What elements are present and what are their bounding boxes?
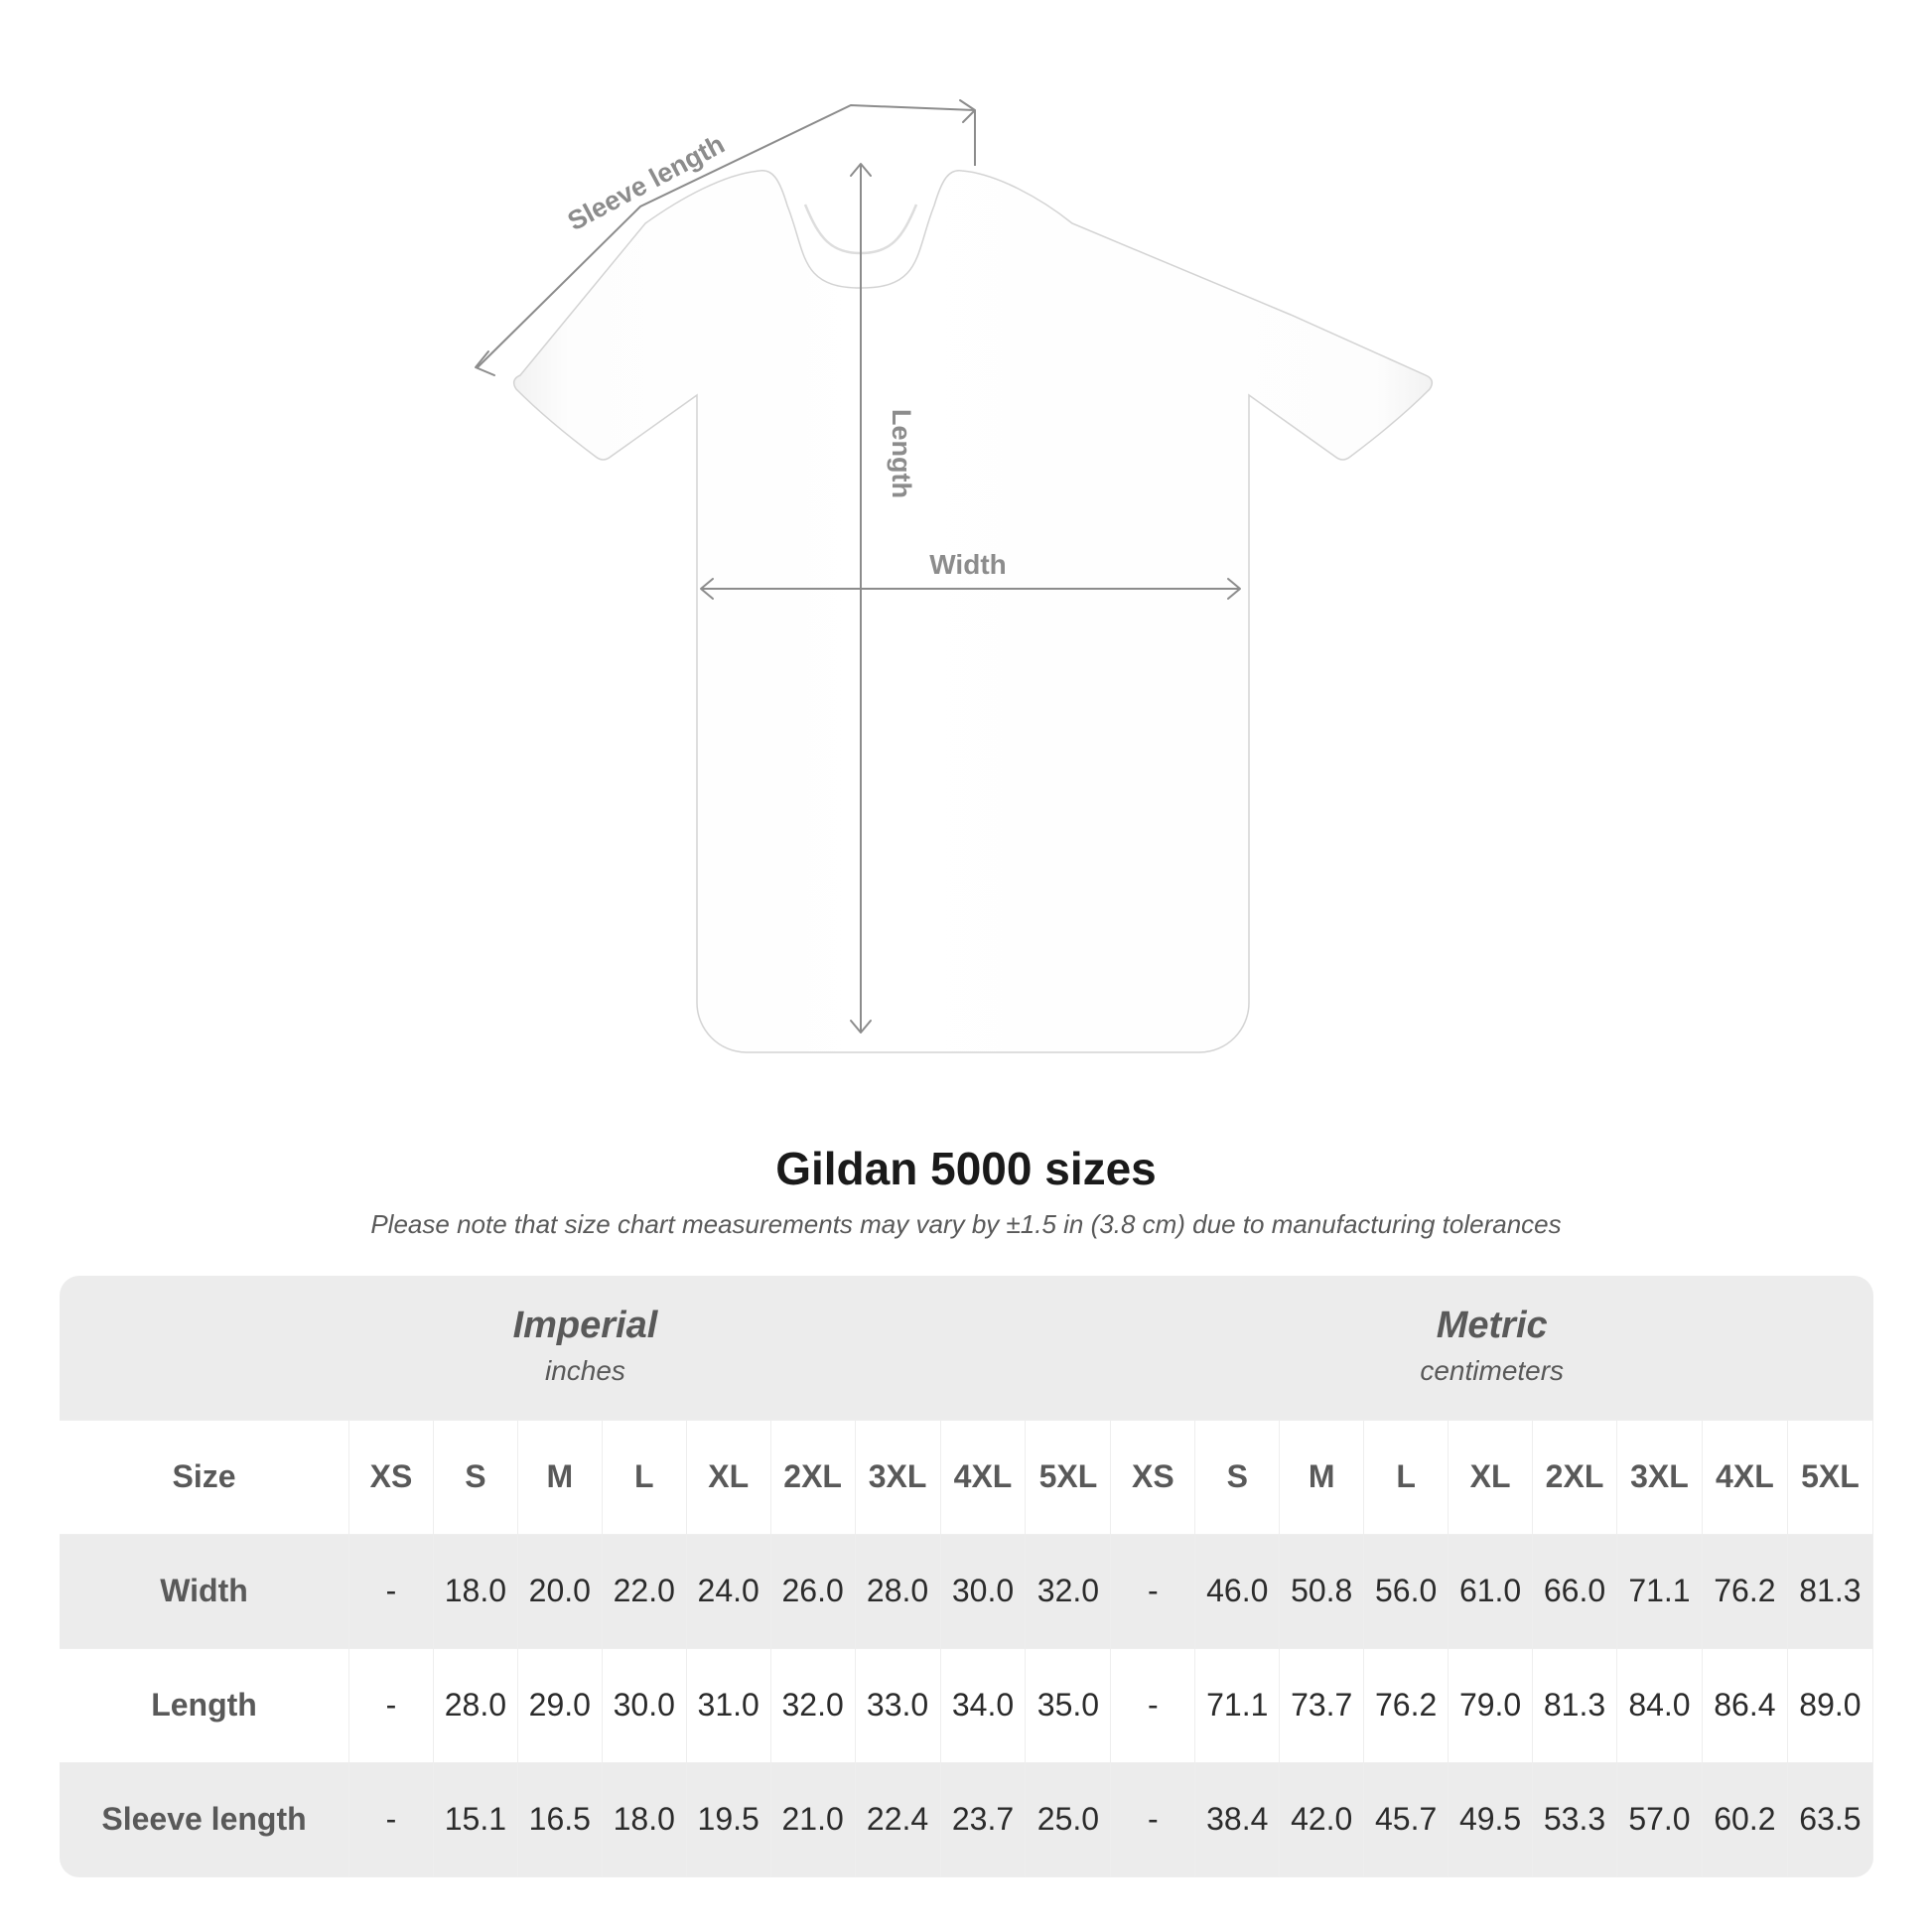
svg-text:Length: Length xyxy=(887,409,916,498)
svg-text:Width: Width xyxy=(929,549,1007,580)
